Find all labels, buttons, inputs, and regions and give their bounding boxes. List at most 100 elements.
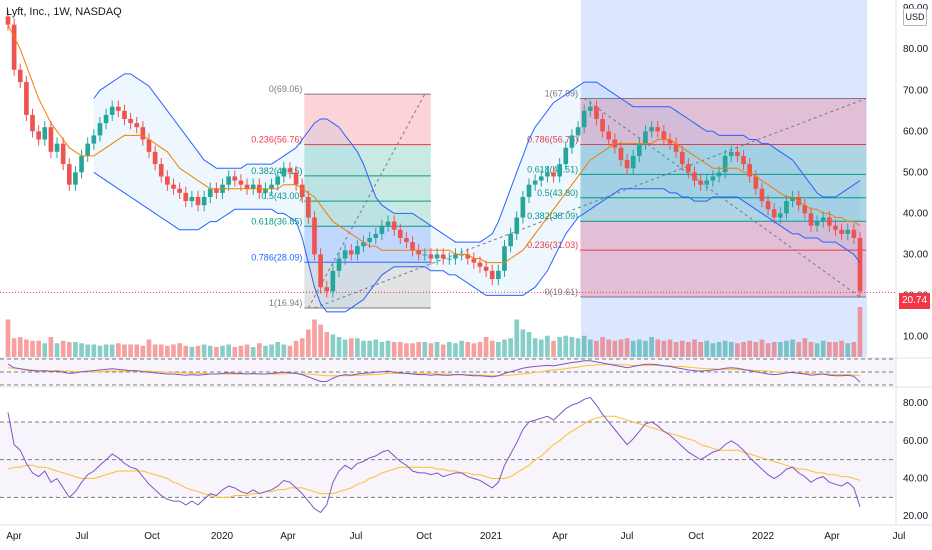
volume-bar — [404, 343, 409, 357]
volume-bar — [275, 342, 281, 357]
candle — [532, 180, 538, 185]
volume-bar — [459, 340, 464, 357]
volume-bar — [416, 342, 422, 357]
volume-bar — [827, 342, 832, 357]
candle — [361, 242, 366, 247]
volume-bar — [116, 343, 121, 357]
time-tick-label: Apr — [6, 531, 22, 542]
volume-bar — [728, 342, 734, 357]
candle — [128, 119, 133, 124]
candle — [618, 147, 624, 161]
volume-bar — [293, 340, 299, 357]
volume-bar — [581, 335, 587, 357]
fib-level-label: 0.236(56.76) — [251, 135, 302, 145]
volume-bar — [649, 337, 654, 357]
candle — [587, 106, 593, 111]
volume-bar — [557, 337, 562, 357]
time-tick-label: Apr — [824, 531, 840, 542]
fib-level-label: 0.786(56.78) — [527, 135, 578, 145]
fib-level-label: 0.618(36.85) — [251, 216, 302, 226]
volume-bar — [814, 343, 820, 357]
candle — [520, 196, 526, 218]
candle — [575, 127, 581, 136]
volume-bar — [207, 345, 213, 357]
candle — [704, 180, 710, 185]
candle — [514, 217, 520, 234]
candle — [287, 168, 293, 173]
candle — [446, 258, 452, 260]
volume-bar — [784, 340, 789, 357]
candle — [404, 238, 409, 243]
volume-bar — [833, 342, 838, 357]
time-tick-label: Oct — [144, 531, 160, 542]
candle — [195, 196, 201, 206]
candle — [827, 217, 832, 226]
candle — [201, 196, 207, 206]
volume-bar — [796, 342, 802, 357]
fib-level-label: 0(69.06) — [269, 84, 303, 94]
candle — [747, 164, 752, 177]
volume-bar — [722, 340, 728, 357]
currency-button[interactable]: USD — [903, 8, 927, 26]
candle — [391, 221, 397, 230]
volume-bar — [747, 340, 752, 357]
candle — [753, 176, 759, 189]
candle — [66, 164, 72, 185]
volume-bar — [655, 339, 661, 357]
volume-bar — [808, 342, 814, 357]
candle — [459, 254, 464, 256]
volume-bar — [30, 340, 35, 357]
volume-bar — [508, 338, 513, 357]
candle — [330, 270, 336, 292]
fib-level-label: 0.382(49.15) — [251, 166, 302, 176]
time-tick-label: Jul — [621, 531, 634, 542]
volume-bar — [771, 342, 777, 357]
volume-bar — [753, 342, 759, 357]
volume-bar — [477, 342, 483, 357]
candle — [48, 127, 54, 152]
fib-level-label: 0.236(31.03) — [527, 240, 578, 250]
candle — [581, 110, 587, 128]
candle — [839, 229, 844, 234]
fib-trend-line — [583, 98, 861, 298]
volume-bar — [17, 337, 23, 357]
candle — [275, 176, 281, 185]
candle — [741, 155, 746, 165]
candle — [483, 266, 489, 271]
volume-bar — [698, 342, 703, 357]
candle — [655, 127, 661, 132]
volume-bar — [171, 344, 176, 357]
volume-bar — [5, 319, 11, 357]
fib-level-label: 1(67.99) — [545, 89, 579, 99]
candle — [79, 155, 84, 173]
time-tick-label: Jul — [350, 531, 363, 542]
volume-bar — [851, 342, 857, 357]
candle — [60, 143, 66, 165]
volume-bar — [42, 343, 48, 357]
time-tick-label: Oct — [416, 531, 432, 542]
rsi-ma-line — [7, 415, 861, 498]
candle — [771, 209, 777, 218]
volume-bar — [312, 319, 317, 357]
volume-bar — [612, 340, 618, 357]
candle — [232, 176, 238, 181]
candle — [434, 254, 440, 259]
candle — [410, 242, 415, 251]
volume-bar — [373, 339, 379, 357]
candle — [698, 180, 703, 185]
fib-level-label: 0.618(49.51) — [527, 164, 578, 174]
volume-bar — [710, 343, 716, 357]
volume-bar — [857, 307, 863, 357]
candle — [465, 254, 471, 259]
volume-bar — [704, 340, 710, 357]
volume-bar — [318, 324, 323, 357]
volume-bar — [563, 335, 569, 357]
candle — [183, 192, 189, 202]
volume-bar — [109, 344, 115, 357]
candle — [146, 139, 152, 152]
volume-bar — [140, 345, 146, 357]
time-tick-label: 2022 — [752, 531, 775, 542]
candle — [526, 184, 532, 197]
time-tick-label: Apr — [280, 531, 296, 542]
